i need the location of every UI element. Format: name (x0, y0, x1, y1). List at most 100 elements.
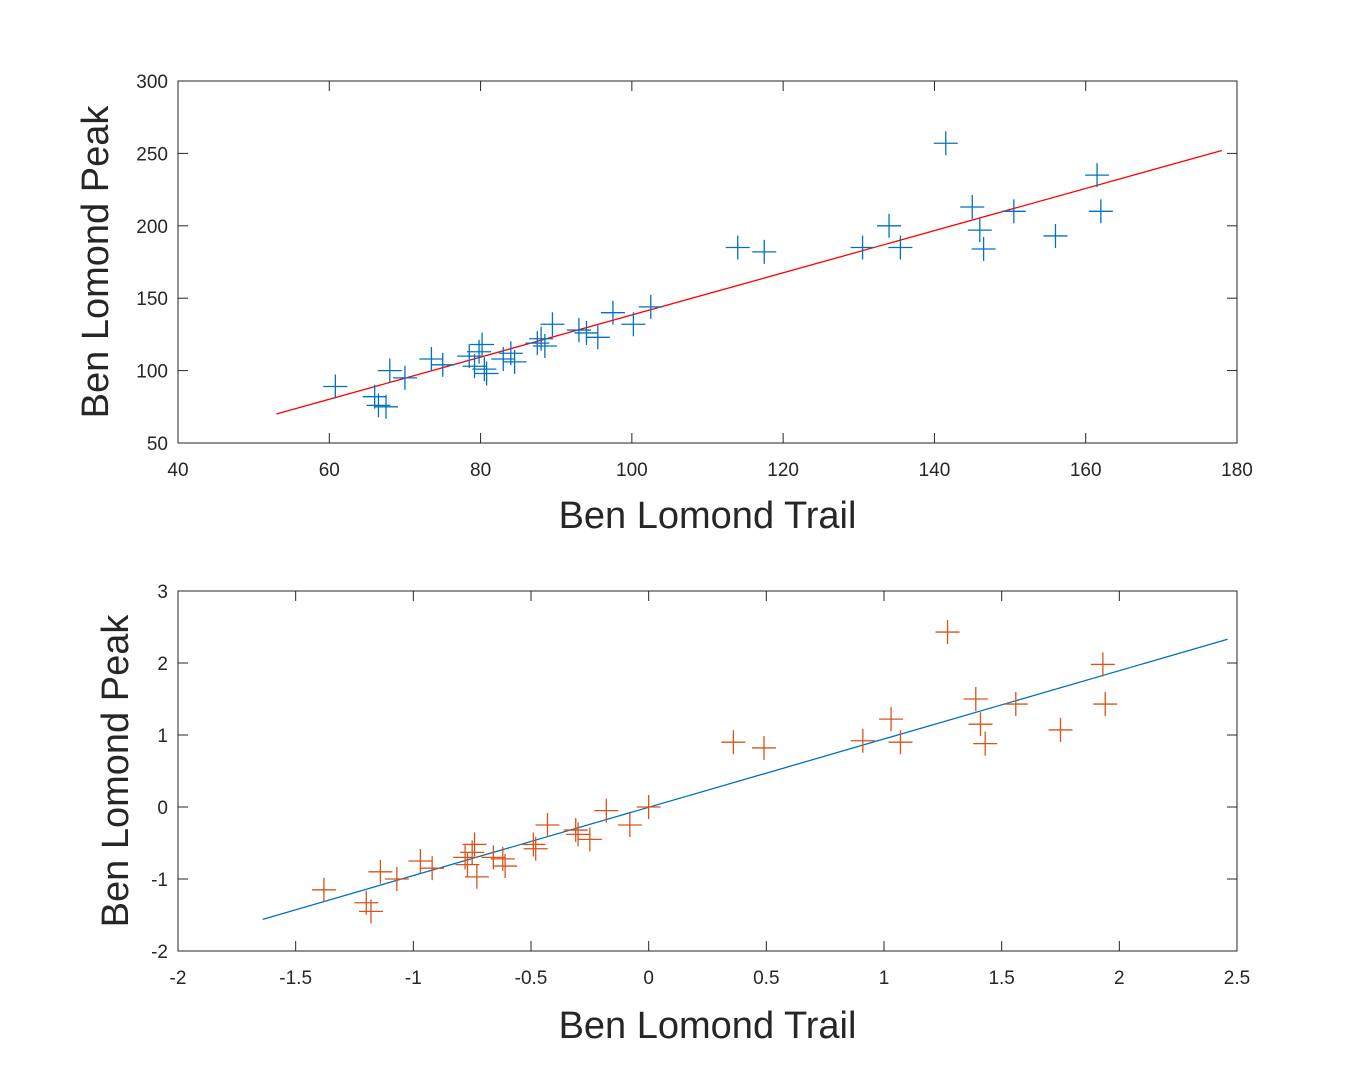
chart-top-data-point (752, 239, 777, 264)
chart-top-data-point (1088, 199, 1113, 224)
chart-bottom-data-point (535, 813, 560, 837)
chart-bottom-y-tick-label: -2 (151, 942, 168, 963)
chart-bottom-data-point (358, 899, 383, 924)
chart-top-data-point (888, 235, 913, 260)
chart-bottom-y-tick-label: 1 (157, 726, 168, 747)
chart-bottom-data-point (968, 712, 993, 737)
chart-bottom-data-point (935, 620, 960, 645)
chart-top-data-point (323, 374, 348, 399)
chart-top-y-tick-label: 100 (136, 362, 168, 383)
chart-bottom-x-tick-label: 0.5 (753, 968, 779, 989)
chart-bottom-fit-line (262, 638, 1228, 920)
chart-bottom-marks (262, 620, 1228, 924)
chart-top-ticks: 40 60 80 100 120 140 160 180 50 100 150 200 250 300 (136, 72, 1253, 481)
chart-bottom-data-point (462, 832, 487, 857)
chart-bottom-data-point (521, 832, 546, 857)
chart-top-data-point (574, 320, 599, 345)
chart-top-x-tick-label: 120 (767, 460, 799, 481)
chart-top-data-point (457, 344, 482, 369)
chart-top-data-point (467, 339, 492, 364)
chart-top-x-tick-label: 160 (1070, 460, 1102, 481)
chart-top-y-tick-label: 250 (136, 144, 168, 165)
chart-top-data-point (585, 325, 610, 350)
chart-bottom-data-point (721, 730, 746, 755)
chart-top-data-point (1043, 223, 1068, 248)
chart-top-data-point (392, 365, 417, 390)
chart-top-x-tick-label: 40 (167, 460, 188, 481)
chart-bottom-data-point (879, 707, 904, 732)
chart-bottom-data-point (850, 728, 875, 753)
chart-bottom-data-point (563, 818, 588, 843)
chart-bottom-x-tick-label: -1 (405, 968, 422, 989)
chart-top-data-point (498, 341, 523, 366)
chart-bottom-x-tick-label: -1.5 (279, 968, 312, 989)
chart-top-data-point (850, 235, 875, 260)
chart-top-x-axis-label: Ben Lomond Trail (559, 495, 857, 537)
chart-bottom-ticks: -2 -1.5 -1 -0.5 0 0.5 1 1.5 2 2.5 -2 -1 0 1 2 3 (151, 582, 1250, 989)
chart-top-data-point (419, 347, 444, 372)
chart-top-data-point (502, 349, 527, 374)
chart-top-data-point (462, 354, 487, 379)
chart-bottom-data-point (617, 813, 642, 837)
chart-top-data-point (374, 394, 399, 419)
chart-bottom-data-point (368, 859, 393, 884)
chart-top-y-tick-label: 150 (136, 289, 168, 310)
chart-top-data-point (600, 300, 625, 325)
chart-bottom-data-point (1003, 692, 1028, 717)
chart-top-data-point (621, 312, 646, 337)
chart-bottom-data-point (577, 827, 602, 852)
chart-bottom-data-point (963, 687, 988, 711)
chart-top: 40 60 80 100 120 140 160 180 50 100 150 200 250 300 B… (75, 72, 1253, 537)
chart-bottom-data-point (973, 731, 998, 756)
chart-top-data-point (960, 194, 985, 219)
chart-bottom-data-point (523, 836, 548, 861)
chart-top-x-tick-label: 100 (616, 460, 648, 481)
chart-top-x-tick-label: 140 (919, 460, 951, 481)
chart-top-data-point (725, 235, 750, 260)
chart-bottom-data-point (408, 849, 433, 873)
chart-top-data-point (540, 312, 565, 337)
chart-top-x-tick-label: 180 (1221, 460, 1253, 481)
chart-bottom-data-point (1093, 692, 1118, 717)
chart-top-data-point (1085, 163, 1110, 188)
chart-top-x-tick-label: 60 (319, 460, 340, 481)
chart-bottom-data-point (888, 730, 913, 755)
chart-top-data-point (933, 131, 958, 156)
chart-top-data-point (1001, 199, 1026, 224)
chart-bottom-y-tick-label: 0 (157, 798, 168, 819)
chart-bottom-x-axis-label: Ben Lomond Trail (559, 1005, 857, 1047)
chart-top-y-axis-label: Ben Lomond Peak (75, 105, 117, 419)
chart-top-marks (276, 131, 1223, 419)
chart-top-data-point (377, 358, 402, 383)
chart-bottom-x-tick-label: 1 (879, 968, 890, 989)
chart-bottom-data-point (1090, 652, 1115, 677)
chart-top-data-point (474, 361, 499, 386)
chart-bottom-data-point (751, 735, 776, 760)
chart-bottom-x-tick-label: 2.5 (1224, 968, 1250, 989)
chart-top-data-point (362, 384, 387, 409)
chart-top-data-point (470, 332, 495, 357)
chart-top-data-point (877, 213, 902, 238)
chart-top-data-point (971, 236, 996, 261)
chart-bottom-data-point (384, 867, 409, 891)
chart-bottom-data-point (311, 877, 336, 902)
chart-bottom-y-axis-label: Ben Lomond Peak (95, 614, 137, 928)
chart-bottom-x-tick-label: 0 (643, 968, 654, 989)
chart-bottom-data-point (493, 854, 518, 879)
chart-top-data-point (472, 357, 497, 382)
chart-bottom-x-tick-label: 2 (1114, 968, 1125, 989)
chart-bottom-data-point (594, 798, 619, 823)
chart-top-data-point (430, 352, 455, 377)
chart-bottom-x-tick-label: 1.5 (988, 968, 1014, 989)
chart-top-x-tick-label: 80 (470, 460, 491, 481)
chart-bottom-data-point (464, 864, 489, 889)
chart-top-data-point (532, 333, 557, 358)
chart-bottom-data-point (420, 856, 445, 881)
chart-top-y-tick-label: 300 (136, 72, 168, 93)
chart-top-y-tick-label: 200 (136, 217, 168, 238)
chart-bottom-y-tick-label: 2 (157, 654, 168, 675)
chart-bottom-y-tick-label: 3 (157, 582, 168, 603)
chart-top-data-point (638, 294, 663, 319)
chart-bottom-data-point (636, 795, 661, 819)
